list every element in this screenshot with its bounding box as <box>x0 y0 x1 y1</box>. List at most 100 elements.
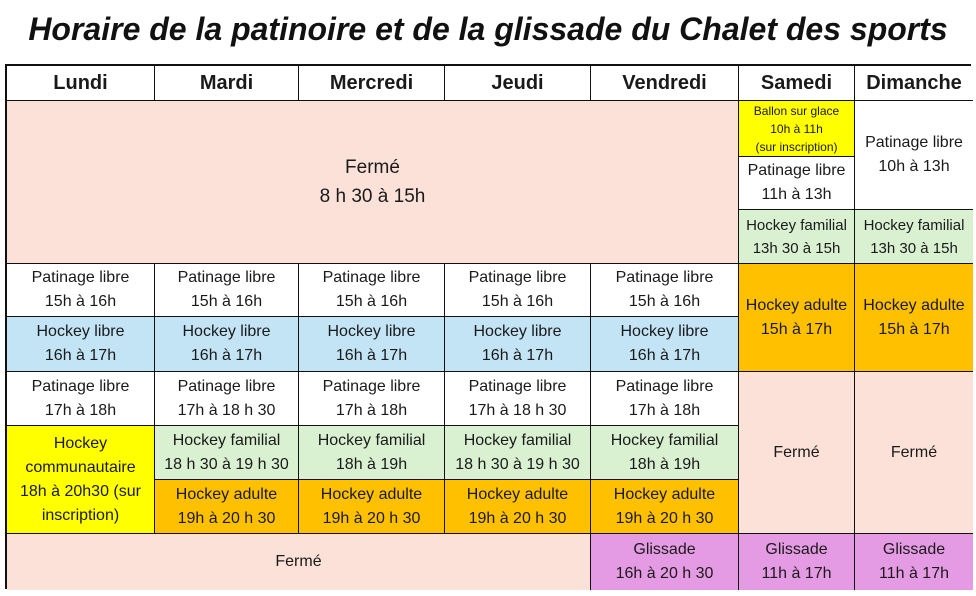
mardi-patinage-2: Patinage libre 17h à 18 h 30 <box>155 372 299 426</box>
mercredi-hockey-familial: Hockey familial 18h à 19h <box>299 426 445 480</box>
activity-label: Hockey adulte <box>613 485 716 503</box>
lundi-hockey-libre: Hockey libre 16h à 17h <box>7 317 155 372</box>
closed-morning-cell: Fermé 8 h 30 à 15h <box>7 101 739 264</box>
day-header-mardi: Mardi <box>155 66 299 101</box>
activity-hours: 10h à 11h <box>770 121 823 136</box>
vendredi-glissade: Glissade 16h à 20 h 30 <box>591 534 739 590</box>
activity-hours: 13h 30 à 15h <box>752 239 841 257</box>
activity-hours: 16h à 17h <box>44 347 117 364</box>
activity-label-2: communautaire <box>25 458 136 476</box>
day-header-mercredi: Mercredi <box>299 66 445 101</box>
activity-hours: 17h à 18 h 30 <box>177 401 276 419</box>
mercredi-hockey-libre: Hockey libre 16h à 17h <box>299 317 445 372</box>
schedule-table: Lundi Mardi Mercredi Jeudi Vendredi Same… <box>5 64 973 590</box>
activity-hours: 15h à 17h <box>878 320 950 338</box>
closed-label: Fermé <box>345 157 400 178</box>
activity-hours: 18h à 20h30 (sur <box>20 482 141 500</box>
activity-hours: 18h à 19h <box>628 455 701 473</box>
mercredi-patinage-1: Patinage libre 15h à 16h <box>299 264 445 317</box>
activity-label: Glissade <box>765 541 828 558</box>
activity-hours: 19h à 20 h 30 <box>177 509 276 527</box>
vendredi-patinage-2: Patinage libre 17h à 18h <box>591 372 739 426</box>
activity-label: Glissade <box>633 541 696 558</box>
activity-label: Hockey adulte <box>863 296 965 314</box>
activity-hours: 15h à 16h <box>335 293 408 310</box>
activity-hours: 18h à 19h <box>335 455 408 473</box>
samedi-familial-cell: Hockey familial 13h 30 à 15h <box>739 210 855 264</box>
samedi-ballon-cell: Ballon sur glace 10h à 11h (sur inscript… <box>739 101 855 157</box>
vendredi-patinage-1: Patinage libre 15h à 16h <box>591 264 739 317</box>
activity-label: Patinage libre <box>31 377 130 395</box>
activity-label: Hockey familial <box>172 431 281 449</box>
lundi-hockey-communautaire: Hockey communautaire 18h à 20h30 (sur in… <box>7 426 155 534</box>
jeudi-hockey-libre: Hockey libre 16h à 17h <box>445 317 591 372</box>
page-title: Horaire de la patinoire et de la glissad… <box>28 11 948 47</box>
vendredi-hockey-adulte: Hockey adulte 19h à 20 h 30 <box>591 480 739 534</box>
dimanche-familial-cell: Hockey familial 13h 30 à 15h <box>855 210 973 264</box>
activity-label: Patinage libre <box>468 377 567 395</box>
dimanche-patinage-cell: Patinage libre 10h à 13h <box>855 101 973 210</box>
activity-hours: 16h à 17h <box>628 347 701 364</box>
activity-label: Glissade <box>882 541 946 558</box>
day-header-samedi: Samedi <box>739 66 855 101</box>
activity-label: Patinage libre <box>177 377 276 395</box>
vendredi-hockey-libre: Hockey libre 16h à 17h <box>591 317 739 372</box>
samedi-ferme-cell: Fermé <box>739 372 855 534</box>
mardi-hockey-libre: Hockey libre 16h à 17h <box>155 317 299 372</box>
jeudi-hockey-adulte: Hockey adulte 19h à 20 h 30 <box>445 480 591 534</box>
activity-hours: 11h à 13h <box>761 186 832 203</box>
activity-label: Hockey adulte <box>745 296 848 314</box>
mardi-hockey-familial: Hockey familial 18 h 30 à 19 h 30 <box>155 426 299 480</box>
activity-label: Hockey libre <box>182 323 271 340</box>
samedi-glissade: Glissade 11h à 17h <box>739 534 855 590</box>
activity-label: Patinage libre <box>177 269 276 286</box>
activity-label: Hockey <box>53 434 108 452</box>
activity-label: Hockey familial <box>610 431 719 449</box>
samedi-hockey-adulte-cell: Hockey adulte 15h à 17h <box>739 264 855 372</box>
activity-label: Ballon sur glace <box>753 103 840 118</box>
jeudi-patinage-2: Patinage libre 17h à 18 h 30 <box>445 372 591 426</box>
activity-label: Patinage libre <box>747 162 846 179</box>
activity-hours: 19h à 20 h 30 <box>468 509 567 527</box>
activity-label: Hockey familial <box>746 216 847 234</box>
activity-hours: 19h à 20 h 30 <box>322 509 421 527</box>
activity-hours: 11h à 17h <box>879 565 949 582</box>
day-header-jeudi: Jeudi <box>445 66 591 101</box>
activity-label: Patinage libre <box>615 269 714 286</box>
closed-hours: 8 h 30 à 15h <box>319 186 426 207</box>
activity-label: Hockey familial <box>463 431 572 449</box>
activity-hours: 17h à 18h <box>335 401 408 419</box>
activity-note: inscription) <box>41 506 120 524</box>
activity-hours: 15h à 16h <box>628 293 701 310</box>
jeudi-hockey-familial: Hockey familial 18 h 30 à 19 h 30 <box>445 426 591 480</box>
activity-hours: 19h à 20 h 30 <box>615 509 714 527</box>
activity-hours: 18 h 30 à 19 h 30 <box>164 455 289 473</box>
mardi-hockey-adulte: Hockey adulte 19h à 20 h 30 <box>155 480 299 534</box>
activity-label: Hockey adulte <box>175 485 278 503</box>
day-header-vendredi: Vendredi <box>591 66 739 101</box>
activity-label: Patinage libre <box>865 134 963 151</box>
activity-hours: 17h à 18h <box>628 401 701 419</box>
activity-hours: 16h à 17h <box>481 347 554 364</box>
activity-label: Patinage libre <box>322 269 421 286</box>
activity-label: Hockey libre <box>473 323 562 340</box>
activity-hours: 15h à 17h <box>760 320 833 338</box>
activity-label: Hockey familial <box>863 216 965 234</box>
lundi-patinage-1: Patinage libre 15h à 16h <box>7 264 155 317</box>
activity-hours: 10h à 13h <box>878 158 950 175</box>
activity-label: Patinage libre <box>468 269 567 286</box>
activity-hours: 13h 30 à 15h <box>870 239 958 257</box>
activity-label: Hockey adulte <box>466 485 569 503</box>
activity-hours: 17h à 18 h 30 <box>468 401 567 419</box>
activity-label: Patinage libre <box>322 377 421 395</box>
activity-label: Hockey familial <box>317 431 426 449</box>
mardi-patinage-1: Patinage libre 15h à 16h <box>155 264 299 317</box>
closed-evening-cell: Fermé <box>7 534 591 590</box>
dimanche-glissade: Glissade 11h à 17h <box>855 534 973 590</box>
activity-label: Hockey libre <box>620 323 709 340</box>
vendredi-hockey-familial: Hockey familial 18h à 19h <box>591 426 739 480</box>
activity-hours: 11h à 17h <box>761 565 832 582</box>
mercredi-patinage-2: Patinage libre 17h à 18h <box>299 372 445 426</box>
activity-label: Hockey libre <box>36 323 125 340</box>
dimanche-hockey-adulte-cell: Hockey adulte 15h à 17h <box>855 264 973 372</box>
